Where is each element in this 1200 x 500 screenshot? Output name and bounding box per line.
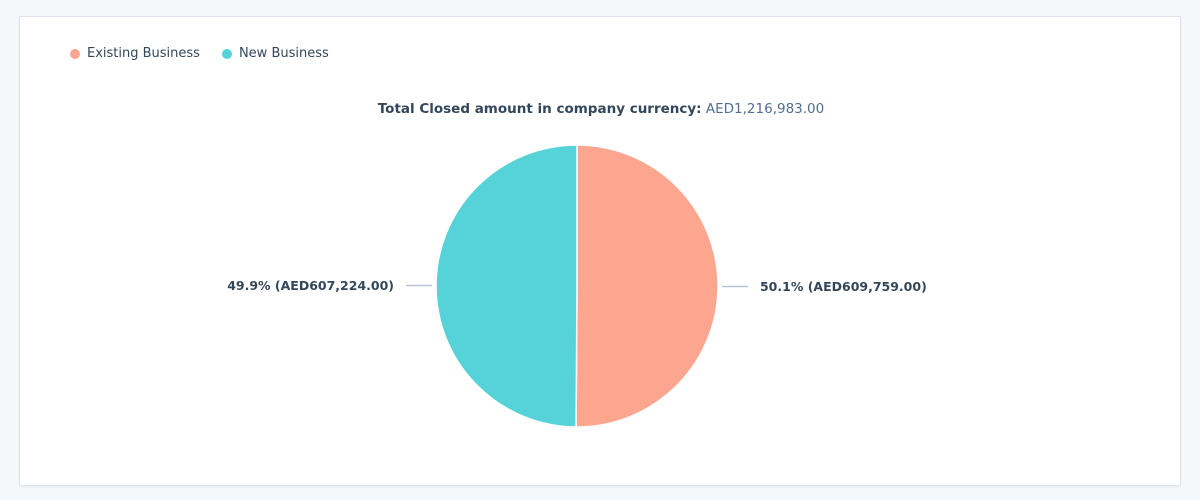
total-label: Total Closed amount in company currency:: [377, 101, 702, 117]
legend-label-new-business: New Business: [238, 46, 329, 61]
legend-dot-new-business: [221, 48, 232, 59]
pie-data-label-0: 50.1% (AED609,759.00): [760, 279, 927, 294]
legend-item-new-business[interactable]: New Business: [221, 46, 329, 61]
chart-card: Existing Business New Business Total Clo…: [19, 16, 1181, 486]
legend-item-existing-business[interactable]: Existing Business: [70, 46, 200, 61]
legend-label-existing-business: Existing Business: [87, 46, 200, 61]
chart-total-line: Total Closed amount in company currency:…: [20, 101, 1182, 117]
legend-dot-existing-business: [70, 48, 80, 59]
pie-data-label-1: 49.9% (AED607,224.00): [227, 278, 394, 293]
chart-legend: Existing Business New Business: [70, 46, 351, 61]
pie-slice-existing-business[interactable]: [575, 144, 719, 428]
pie-chart: 50.1% (AED609,759.00) 49.9% (AED607,224.0…: [227, 144, 927, 428]
total-value: AED1,216,983.00: [705, 101, 825, 117]
pie-slice-new-business[interactable]: [435, 144, 578, 428]
